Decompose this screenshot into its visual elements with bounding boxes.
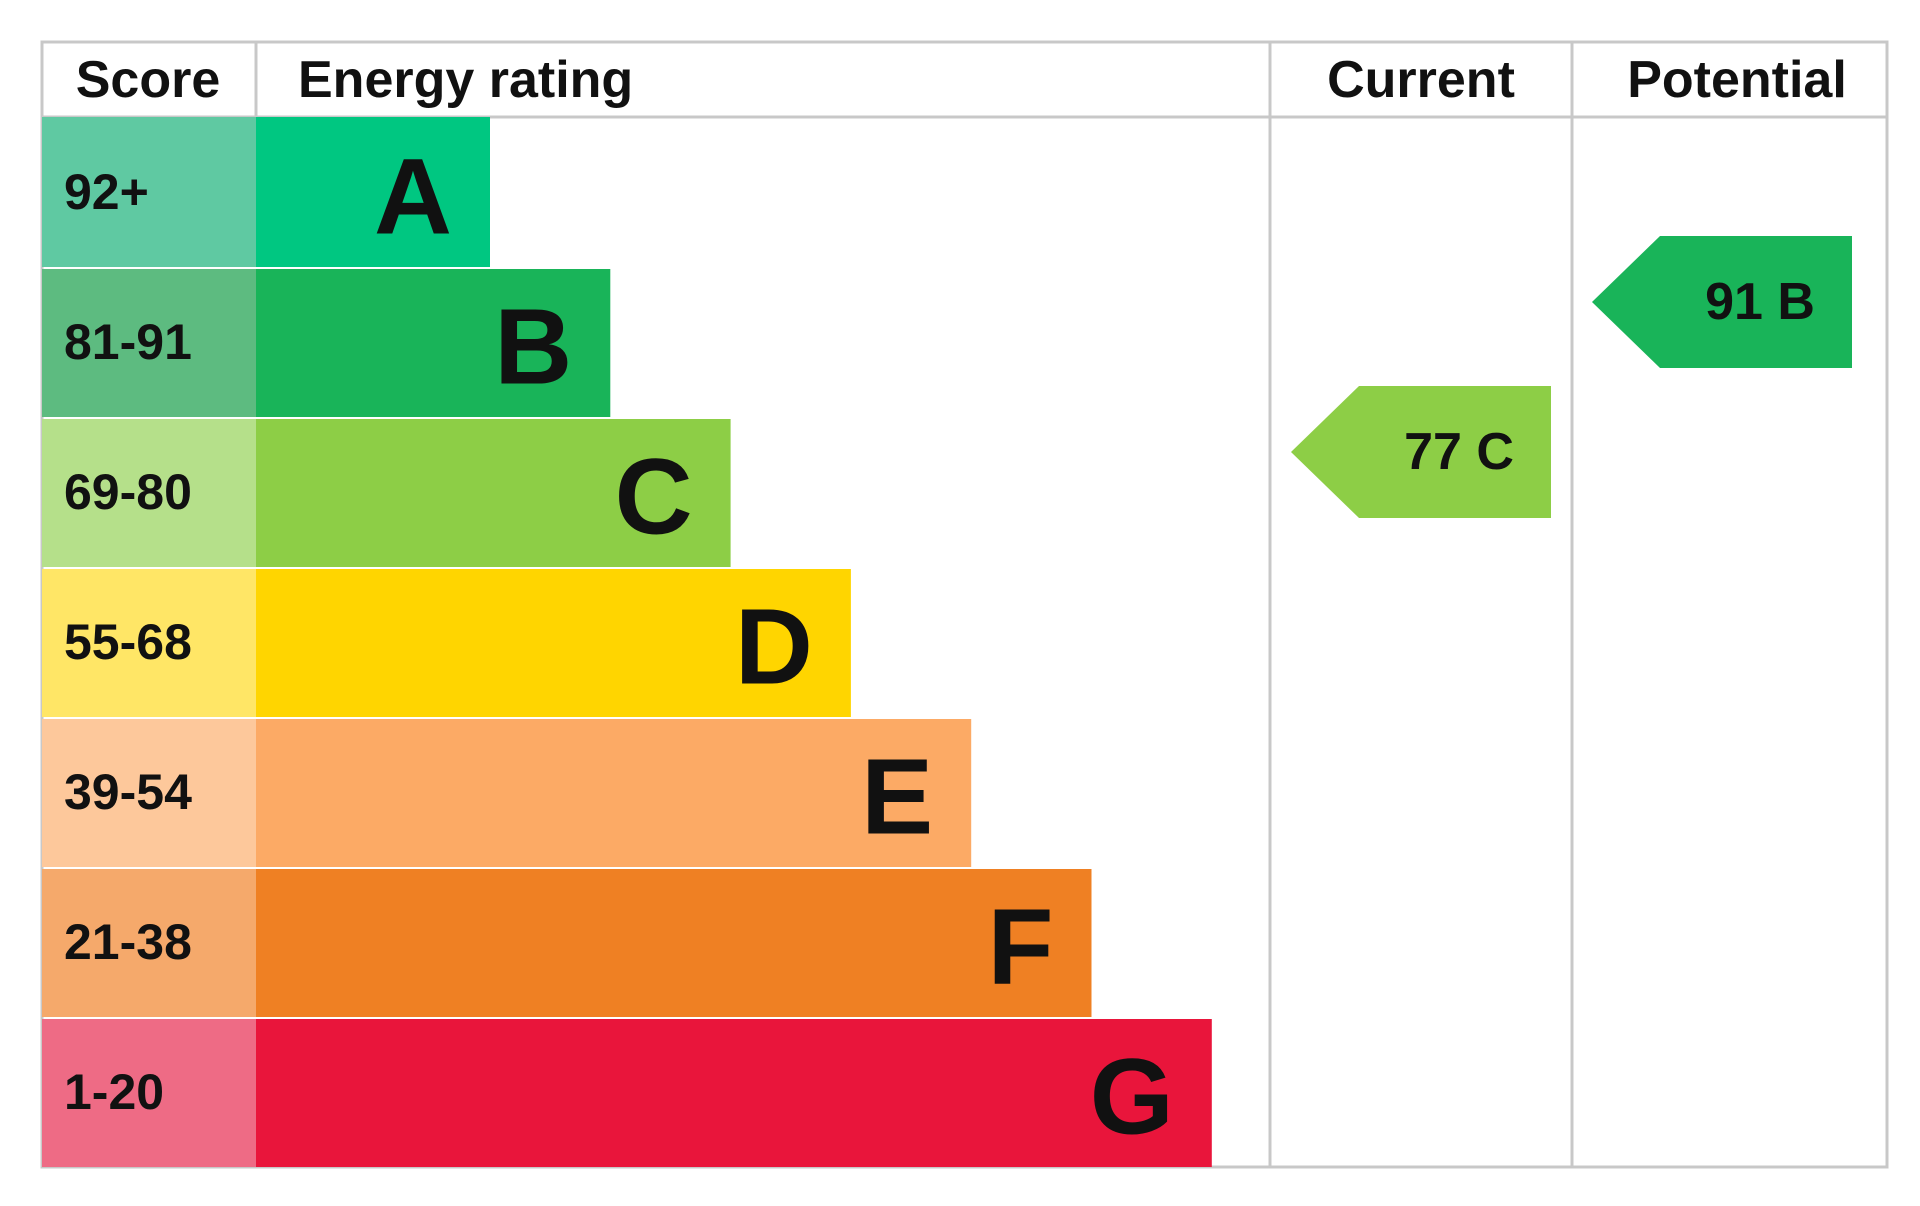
rating-bar <box>256 419 731 567</box>
score-range: 55-68 <box>64 614 192 670</box>
header-energy-rating: Energy rating <box>298 51 633 109</box>
score-cell <box>42 869 256 1017</box>
rating-bar <box>256 869 1092 1017</box>
rating-bar <box>256 269 611 417</box>
score-range: 81-91 <box>64 314 192 370</box>
score-range: 69-80 <box>64 464 192 520</box>
score-cell <box>42 419 256 567</box>
score-range: 39-54 <box>64 764 192 820</box>
rating-letter: D <box>735 586 813 707</box>
score-cell <box>42 569 256 717</box>
rating-bar <box>256 1019 1212 1167</box>
rating-bar <box>256 117 490 267</box>
potential-arrow <box>1592 236 1852 368</box>
rating-letter: A <box>374 136 452 257</box>
score-range: 21-38 <box>64 914 192 970</box>
rating-bar <box>256 569 851 717</box>
current-arrow <box>1291 386 1551 518</box>
header-current: Current <box>1327 51 1515 109</box>
header-potential: Potential <box>1627 51 1847 109</box>
rating-letter: E <box>861 736 933 857</box>
rating-letter: C <box>615 436 693 557</box>
score-range: 1-20 <box>64 1064 164 1120</box>
header-score: Score <box>76 51 221 109</box>
bands: 92+ A 81-91 B 69-80 C 55-68 D 39-54 E 21-38 F 1-20 G <box>42 117 1212 1167</box>
rating-letter: G <box>1090 1036 1174 1157</box>
rating-letter: B <box>494 286 572 407</box>
current-label: 77 C <box>1404 423 1514 481</box>
score-cell <box>42 117 256 267</box>
score-cell <box>42 719 256 867</box>
score-cell <box>42 269 256 417</box>
rating-bar <box>256 719 972 867</box>
potential-label: 91 B <box>1705 273 1815 331</box>
score-range: 92+ <box>64 164 149 220</box>
arrows: 77 C 91 B <box>1291 236 1852 518</box>
score-cell <box>42 1019 256 1167</box>
rating-letter: F <box>988 886 1054 1007</box>
